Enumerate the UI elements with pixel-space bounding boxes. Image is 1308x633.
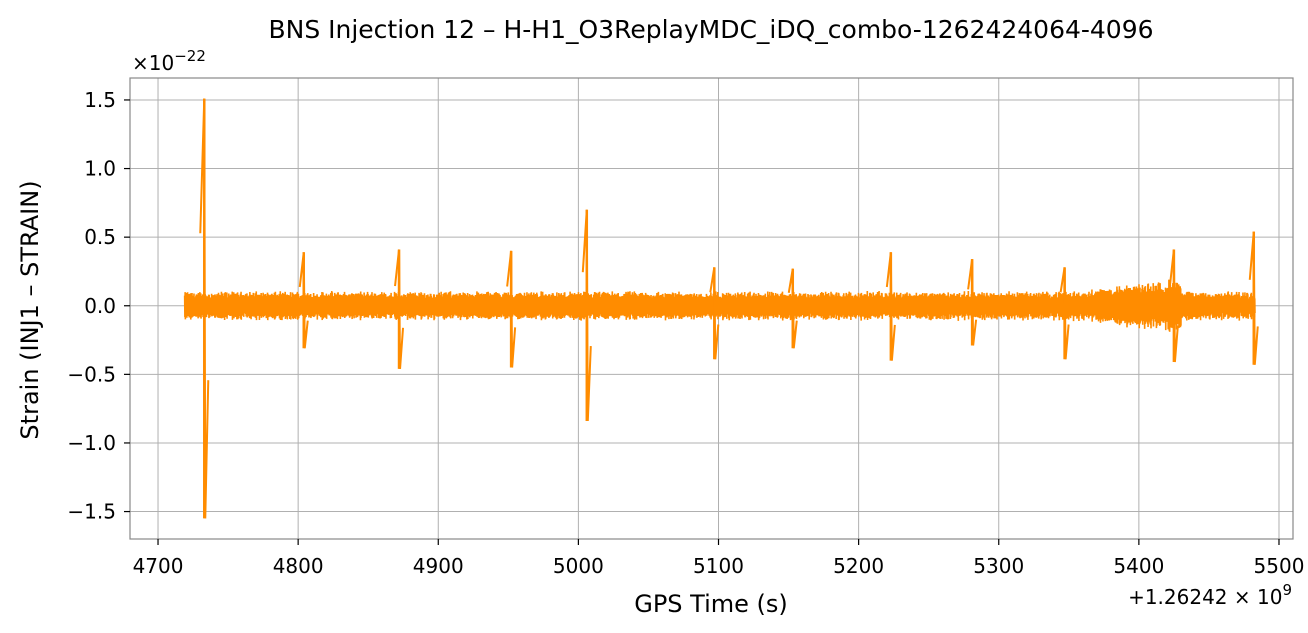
x-tick-label: 5100: [693, 554, 744, 578]
x-tick-label: 4700: [133, 554, 184, 578]
glitch-spike-envelope: [885, 252, 896, 361]
chart-title: BNS Injection 12 – H-H1_O3ReplayMDC_iDQ_…: [268, 15, 1153, 44]
x-tick-label: 4900: [413, 554, 464, 578]
y-axis-label: Strain (INJ1 – STRAIN): [16, 180, 44, 439]
glitch-spike-envelope: [581, 209, 592, 422]
glitch-spike-envelope: [967, 258, 978, 346]
x-tick-label: 4800: [273, 554, 324, 578]
x-tick-label: 5000: [553, 554, 604, 578]
series-strain-line: [183, 279, 1256, 332]
y-tick-label: −1.5: [67, 500, 116, 524]
y-tick-label: 0.0: [84, 294, 116, 318]
glitch-spike-envelope: [1248, 231, 1259, 365]
glitch-spike-envelope: [709, 267, 720, 360]
x-axis-label: GPS Time (s): [634, 590, 788, 618]
x-tick-label: 5400: [1113, 554, 1164, 578]
glitch-spike-envelope: [298, 252, 309, 349]
glitch-spike-envelope: [394, 249, 405, 369]
y-tick-label: −1.0: [67, 431, 116, 455]
x-offset-label: +1.26242 × 109: [1128, 581, 1292, 609]
y-tick-label: 1.0: [84, 157, 116, 181]
glitch-spike-envelope: [1168, 249, 1179, 363]
axis-ticks: 4700 4800 4900 5000 5100 5200 5300 5400 5500 −1.5…: [67, 88, 1304, 578]
glitch-spike-envelope: [787, 268, 798, 349]
x-tick-label: 5200: [833, 554, 884, 578]
glitch-spike-envelope: [1059, 267, 1070, 360]
plot-frame: [129, 77, 1294, 540]
y-tick-label: 1.5: [84, 88, 116, 112]
y-scale-label: ×10−22: [132, 47, 206, 75]
glitch-spike-envelope: [199, 98, 210, 519]
y-tick-label: 0.5: [84, 225, 116, 249]
glitch-spike-envelope: [506, 250, 517, 368]
plot-area: [183, 98, 1259, 519]
x-tick-label: 5300: [973, 554, 1024, 578]
y-tick-label: −0.5: [67, 362, 116, 386]
x-tick-label: 5500: [1254, 554, 1305, 578]
